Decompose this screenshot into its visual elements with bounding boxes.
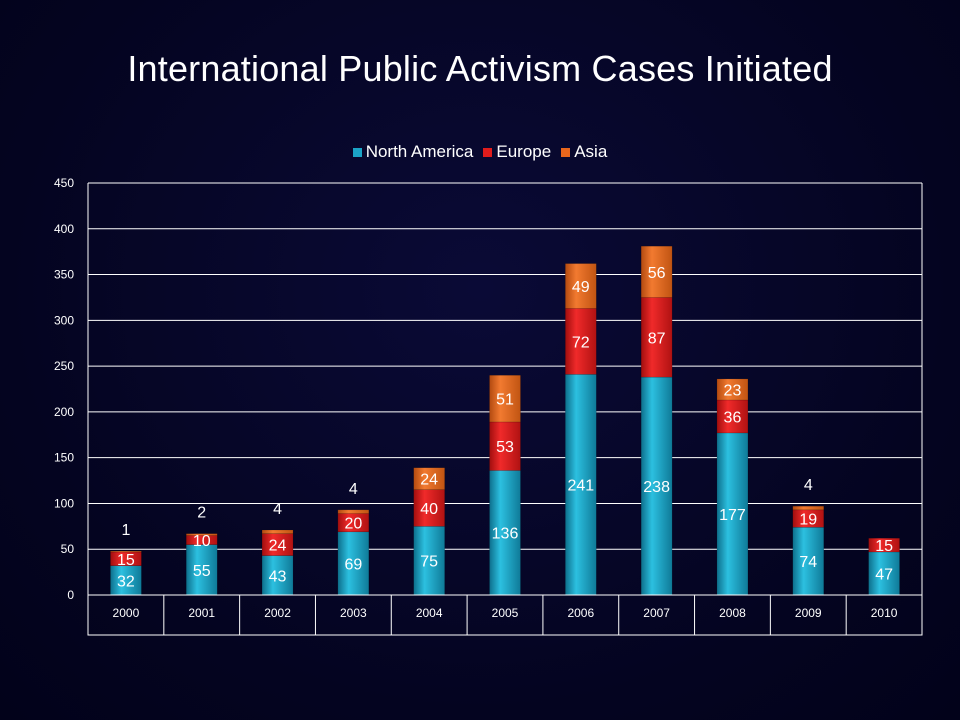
- bar-asia: [792, 505, 825, 511]
- data-label-north-america: 136: [492, 526, 519, 543]
- data-label-north-america: 241: [567, 478, 594, 495]
- bar-asia: [716, 378, 749, 401]
- axis-layer: 0 50 100 150 200 250 300 350 400 450 2000 2001 2002 2…: [54, 176, 923, 636]
- data-label-asia: 4: [804, 477, 813, 494]
- data-label-north-america: 177: [719, 507, 746, 524]
- bar-north-america: [565, 374, 597, 596]
- data-label-europe: 24: [269, 538, 287, 555]
- bar-north-america: [792, 526, 825, 596]
- y-tick-label: 0: [67, 588, 74, 602]
- x-tick-label: 2007: [643, 606, 670, 620]
- x-tick-label: 2010: [871, 606, 898, 620]
- data-label-north-america: 43: [269, 568, 287, 585]
- y-tick-label: 250: [54, 359, 74, 373]
- x-tick-label: 2005: [492, 606, 519, 620]
- data-label-asia: 1: [121, 522, 130, 539]
- data-label-europe: 72: [572, 334, 590, 351]
- x-tick-label: 2009: [795, 606, 822, 620]
- data-label-north-america: 69: [344, 556, 362, 573]
- bar-north-america: [640, 376, 673, 596]
- data-label-asia: 23: [724, 382, 742, 399]
- x-tick-label: 2008: [719, 606, 746, 620]
- bar-north-america: [413, 526, 445, 596]
- legend-label-north-america: North America: [365, 142, 474, 161]
- legend-item-asia: Asia: [561, 142, 607, 162]
- chart-title: International Public Activism Cases Init…: [127, 48, 833, 89]
- label-layer: 32 15 1 55 10 2 43 24 4 69 20 4 75 40 24 136 53 51 241 72 49…: [117, 265, 893, 591]
- bar-asia: [489, 375, 521, 423]
- legend-swatch-europe: [483, 147, 493, 157]
- data-label-europe: 20: [344, 516, 362, 533]
- bar-europe: [489, 421, 521, 471]
- legend-swatch-north-america: [352, 147, 362, 157]
- x-axis-box: [87, 594, 923, 636]
- bar-asia: [261, 529, 294, 534]
- bar-north-america: [261, 555, 294, 596]
- data-label-north-america: 47: [875, 566, 893, 583]
- y-tick-label: 350: [54, 268, 74, 282]
- x-tick-label: 2002: [264, 606, 291, 620]
- data-label-europe: 87: [648, 330, 666, 347]
- data-label-asia: 2: [197, 505, 206, 522]
- bar-asia: [413, 467, 445, 490]
- y-tick-label: 400: [54, 222, 74, 236]
- legend-item-europe: Europe: [483, 142, 551, 162]
- bar-europe: [868, 537, 900, 553]
- x-tick-label: 2006: [567, 606, 594, 620]
- data-label-europe: 40: [420, 501, 438, 518]
- x-tick-label: 2003: [340, 606, 367, 620]
- bar-asia: [565, 263, 597, 309]
- bar-asia: [110, 550, 142, 553]
- bar-asia: [185, 533, 218, 536]
- legend-label-europe: Europe: [496, 142, 552, 161]
- data-label-europe: 19: [799, 512, 817, 529]
- legend-label-asia: Asia: [574, 142, 608, 161]
- data-label-europe: 36: [724, 409, 742, 426]
- chart-legend: North America Europe Asia: [0, 142, 960, 162]
- y-tick-label: 450: [54, 176, 74, 190]
- y-tick-label: 300: [54, 313, 74, 327]
- data-label-north-america: 238: [643, 479, 670, 496]
- legend-swatch-asia: [561, 147, 571, 157]
- bar-europe: [565, 308, 597, 375]
- bar-asia: [337, 509, 370, 514]
- data-label-north-america: 75: [420, 554, 438, 571]
- x-tick-label: 2000: [113, 606, 140, 620]
- bar-europe: [716, 399, 749, 434]
- bar-europe: [413, 489, 445, 527]
- y-tick-label: 200: [54, 405, 74, 419]
- y-tick-label: 50: [61, 542, 75, 556]
- bar-north-america: [716, 432, 749, 596]
- data-label-asia: 24: [420, 472, 438, 489]
- bar-north-america: [337, 531, 370, 596]
- bar-layer: [110, 245, 900, 596]
- y-tick-label: 150: [54, 451, 74, 465]
- bar-asia: [640, 245, 673, 298]
- y-tick-label: 100: [54, 496, 74, 510]
- data-label-north-america: 74: [799, 554, 817, 571]
- bar-north-america: [185, 544, 218, 596]
- x-tick-label: 2004: [416, 606, 443, 620]
- data-label-asia: 51: [496, 392, 514, 409]
- data-label-asia: 4: [349, 481, 358, 498]
- data-label-north-america: 32: [117, 573, 135, 590]
- data-label-europe: 15: [117, 552, 135, 569]
- data-label-asia: 4: [273, 501, 282, 518]
- data-label-europe: 15: [875, 538, 893, 555]
- bar-europe: [640, 297, 673, 378]
- data-label-asia: 56: [648, 265, 666, 282]
- legend-item-north-america: North America: [352, 142, 474, 162]
- x-tick-label: 2001: [188, 606, 215, 620]
- bar-north-america: [489, 470, 521, 596]
- data-label-europe: 10: [193, 533, 211, 550]
- data-label-europe: 53: [496, 439, 514, 456]
- data-label-asia: 49: [572, 279, 590, 296]
- data-label-north-america: 55: [193, 563, 211, 580]
